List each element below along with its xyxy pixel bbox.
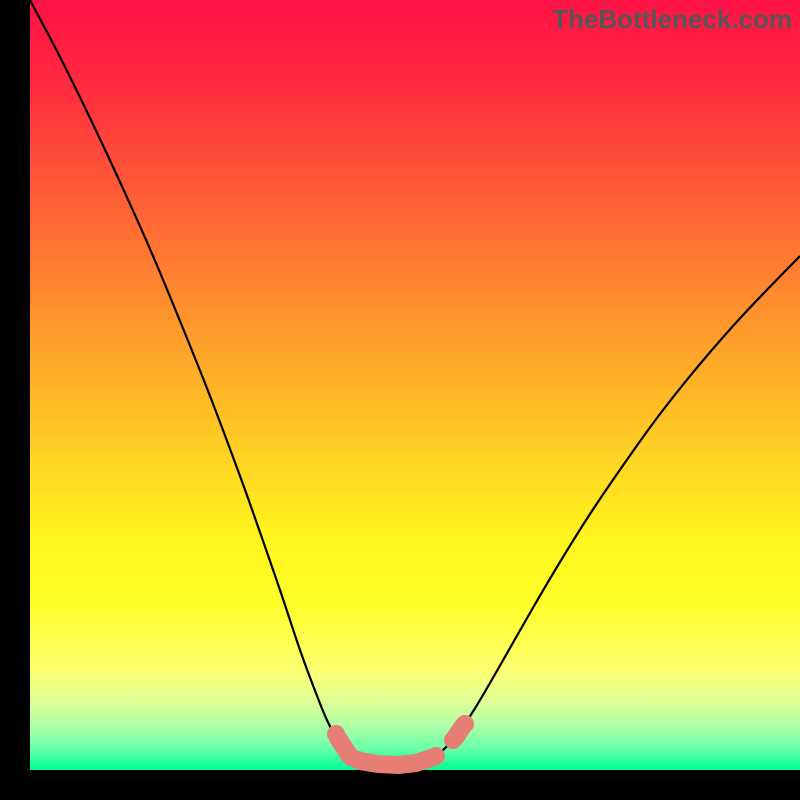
marker-cap: [444, 731, 462, 749]
marker-cap: [349, 751, 367, 769]
marker-segment: [360, 757, 434, 765]
watermark-text: TheBottleneck.com: [552, 4, 792, 35]
marker-cap: [456, 715, 474, 733]
marker-cap: [327, 725, 345, 743]
bottleneck-curve-plot: [0, 0, 800, 800]
marker-cap: [427, 747, 445, 765]
chart-container: TheBottleneck.com: [0, 0, 800, 800]
gradient-background: [30, 0, 800, 770]
